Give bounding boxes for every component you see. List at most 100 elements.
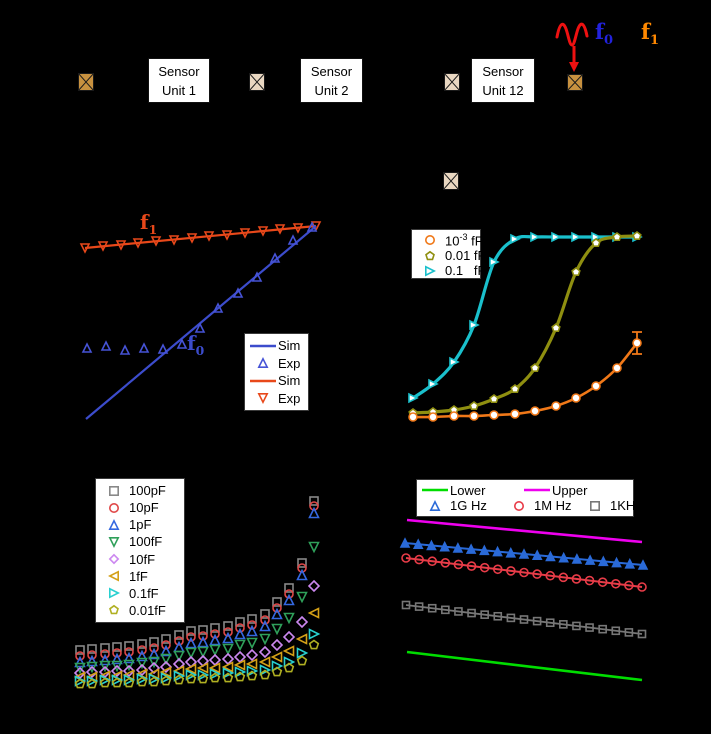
legend-label: 1G Hz — [450, 498, 487, 514]
tl-series-exp-f0 — [81, 221, 318, 355]
legend-label: 0.1fF — [129, 585, 159, 601]
sensor-unit-12-line2: Unit 12 — [482, 82, 524, 98]
legend-item-1g-hz: 1G Hz — [420, 498, 504, 513]
bl-plot-series — [73, 496, 321, 689]
legend-item-0-1-ff: 0.1 fF — [415, 263, 485, 278]
legend-row: Exp — [248, 356, 305, 371]
square-icon — [99, 484, 129, 498]
f1-label: f1 — [641, 19, 660, 49]
legend-row: 1fF — [99, 569, 181, 584]
line-swatch-icon — [420, 483, 450, 497]
tr-series-10-3-ff — [408, 331, 642, 422]
coupler-icon — [567, 74, 583, 91]
legend-row: 0.01 fF — [415, 248, 485, 263]
excitation-signal-icon — [555, 22, 589, 72]
sensor-unit-2-line1: Sensor — [310, 63, 353, 79]
triangle-up-icon — [248, 356, 278, 370]
legend-row: 1G Hz 1M Hz 1KHz — [420, 498, 642, 513]
f1-curve-label: f1 — [140, 210, 158, 237]
bl-series-100ff — [74, 541, 320, 675]
legend-item-exp: Exp — [248, 356, 300, 371]
bl-series-100pf — [75, 496, 319, 655]
legend-row: 100pF — [99, 483, 181, 498]
pentagon-icon — [99, 603, 129, 617]
pentagon-icon — [415, 249, 445, 263]
legend-row: Exp — [248, 391, 305, 406]
sensor-unit-1-line2: Unit 1 — [162, 82, 196, 98]
br-series-1m-hz — [401, 553, 647, 592]
legend-item-1ff: 1fF — [99, 569, 148, 584]
legend-item-10pf: 10pF — [99, 500, 159, 515]
tr-plot-legend: 10-3 fF 0.01 fF 0.1 fF — [411, 229, 485, 279]
tl-series-exp-f1 — [79, 221, 322, 254]
legend-label: 100pF — [129, 483, 166, 499]
sensor-unit-1-box: Sensor Unit 1 — [148, 58, 210, 103]
legend-row: 10-3 fF — [415, 232, 483, 248]
legend-label: 100fF — [129, 534, 163, 550]
circle-icon — [415, 233, 445, 247]
legend-item-10-3-ff: 10-3 fF — [415, 232, 483, 248]
line-swatch-icon — [522, 483, 552, 497]
br-series-upper — [406, 518, 643, 544]
bl-series-0-01ff — [74, 639, 320, 689]
legend-label: 1KHz — [610, 498, 642, 514]
square-icon — [580, 499, 610, 513]
down-arrow-icon — [569, 46, 579, 72]
legend-label: Exp — [278, 355, 301, 371]
triangle-left-icon — [99, 569, 129, 583]
legend-item-10ff: 10fF — [99, 552, 155, 567]
sensor-unit-2-line2: Unit 2 — [314, 82, 349, 98]
legend-label: 0.01fF — [129, 602, 166, 618]
triangle-down-icon — [99, 535, 129, 549]
legend-label: 10-3 fF — [445, 232, 483, 249]
legend-label: 1fF — [129, 568, 148, 584]
tl-plot-legend: Sim Exp Sim Exp — [244, 333, 309, 411]
legend-row: 0.01fF — [99, 603, 181, 618]
coupler-icon — [78, 73, 94, 91]
legend-row: 10fF — [99, 552, 181, 567]
legend-label: Sim — [278, 338, 301, 354]
legend-label: 10fF — [129, 551, 156, 567]
sine-wave-icon — [555, 22, 589, 47]
legend-item-sim: Sim — [248, 373, 300, 388]
circle-icon — [99, 501, 129, 515]
sensor-unit-12-line1: Sensor — [482, 63, 524, 79]
coupler-icon — [249, 73, 265, 91]
legend-item-exp: Exp — [248, 391, 300, 406]
legend-item-0-1ff: 0.1fF — [99, 586, 159, 601]
legend-item-100pf: 100pF — [99, 483, 166, 498]
legend-item-lower: Lower — [420, 483, 522, 498]
legend-label: Lower — [450, 482, 486, 498]
f0-label: f0 — [595, 19, 614, 49]
legend-label: Upper — [552, 482, 588, 498]
legend-item-100ff: 100fF — [99, 534, 162, 549]
bl-series-1pf — [74, 506, 320, 668]
line-swatch-icon — [248, 374, 278, 388]
legend-row: Sim — [248, 338, 305, 353]
legend-item-0-01-ff: 0.01 fF — [415, 248, 485, 263]
legend-label: 0.1 fF — [445, 263, 486, 279]
br-series-lower — [406, 650, 643, 682]
legend-item-1m-hz: 1M Hz — [504, 498, 580, 513]
triangle-up-icon — [420, 499, 450, 513]
legend-item-sim: Sim — [248, 338, 300, 353]
coupler-icon — [443, 172, 459, 190]
line-swatch-icon — [248, 339, 278, 353]
br-plot-legend: Lower Upper 1G Hz 1M Hz 1KHz — [416, 479, 642, 517]
triangle-right-icon — [99, 586, 129, 600]
sensor-unit-2-box: Sensor Unit 2 — [300, 58, 363, 103]
legend-row: 1pF — [99, 517, 181, 532]
tr-series-0-01-ff — [408, 231, 642, 418]
br-series-1g-hz — [399, 537, 649, 570]
legend-item-0-01ff: 0.01fF — [99, 603, 166, 618]
bl-series-10ff — [73, 579, 321, 680]
sensor-unit-12-box: Sensor Unit 12 — [471, 58, 535, 103]
circle-icon — [504, 499, 534, 513]
tl-plot-series — [79, 221, 322, 420]
sensor-unit-1-line1: Sensor — [158, 63, 200, 79]
tr-plot-series — [408, 231, 643, 422]
triangle-right-icon — [415, 264, 445, 278]
bl-plot-legend: 100pF 10pF 1pF 100fF 10fF 1fF 0.1fF 0.01fF — [95, 478, 185, 623]
coupler-icon — [444, 73, 460, 91]
diamond-icon — [99, 552, 129, 566]
